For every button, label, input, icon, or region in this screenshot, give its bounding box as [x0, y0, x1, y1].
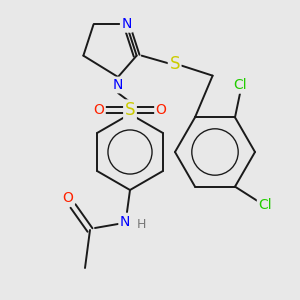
Text: S: S [125, 101, 135, 119]
Text: Cl: Cl [258, 198, 272, 212]
Text: N: N [121, 17, 132, 31]
Text: N: N [120, 215, 130, 229]
Text: N: N [113, 78, 123, 92]
Text: Cl: Cl [233, 78, 247, 92]
Text: O: O [94, 103, 104, 117]
Text: H: H [136, 218, 146, 232]
Text: S: S [169, 55, 180, 73]
Text: O: O [156, 103, 167, 117]
Text: O: O [63, 191, 74, 205]
